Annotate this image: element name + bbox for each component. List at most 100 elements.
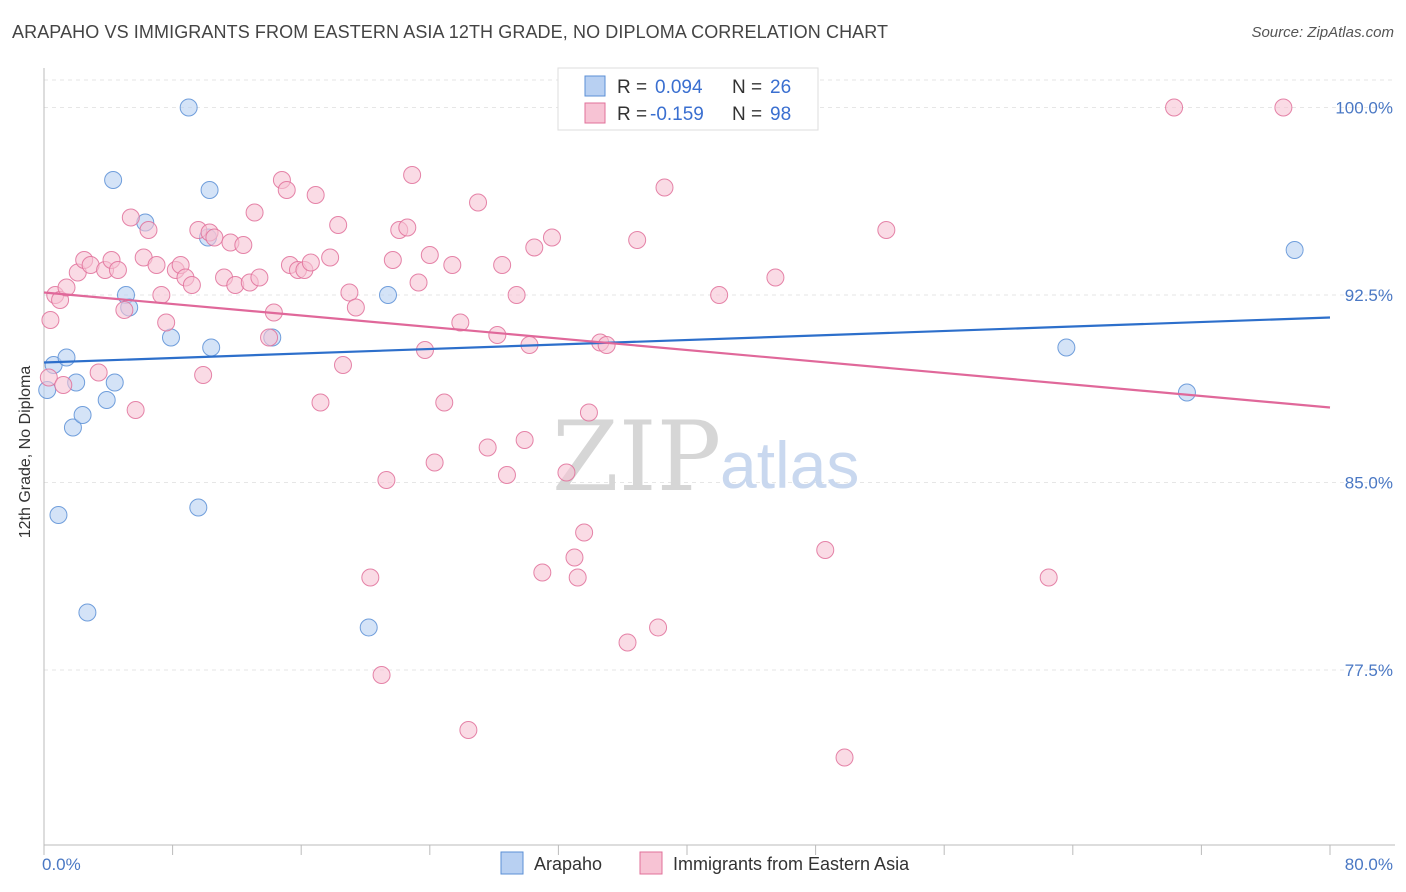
arapaho-point-10 xyxy=(104,171,123,189)
y-tick-labels: 77.5% 85.0% 92.5% 100.0% xyxy=(1335,99,1393,681)
immigrants-point-73 xyxy=(533,563,552,582)
legend-swatch-arapaho xyxy=(584,75,606,97)
immigrants-point-22 xyxy=(182,276,201,294)
immigrants-point-58 xyxy=(420,246,439,264)
trend-line-immigrants xyxy=(43,291,1331,409)
arapaho-point-23 xyxy=(1057,338,1076,357)
immigrants-point-42 xyxy=(306,186,325,204)
immigrants-point-50 xyxy=(372,666,391,684)
legend-r-label-2: R = xyxy=(617,104,647,125)
immigrants-point-97 xyxy=(54,376,73,394)
immigrants-point-77 xyxy=(568,568,587,587)
immigrants-point-89 xyxy=(766,268,785,287)
immigrants-point-70 xyxy=(515,431,534,449)
immigrants-point-41 xyxy=(301,253,320,272)
immigrants-point-34 xyxy=(260,328,279,347)
bottom-legend-swatch-immigrants xyxy=(639,851,663,875)
series-arapaho-points xyxy=(38,98,1304,637)
trend-lines xyxy=(43,291,1331,409)
immigrants-point-48 xyxy=(346,298,365,317)
immigrants-point-63 xyxy=(459,721,478,739)
legend-n-value-1: 26 xyxy=(770,77,791,98)
immigrants-point-95 xyxy=(1274,98,1293,117)
bottom-legend-swatch-arapaho xyxy=(500,851,524,875)
immigrants-point-3 xyxy=(57,278,76,297)
x-tick-labels: 0.0% 80.0% xyxy=(42,855,1393,874)
y-tick-label-3: 100.0% xyxy=(1335,99,1393,118)
arapaho-point-16 xyxy=(200,181,219,199)
immigrants-point-16 xyxy=(147,256,166,274)
arapaho-point-5 xyxy=(73,406,92,424)
arapaho-point-19 xyxy=(189,498,208,517)
arapaho-point-2 xyxy=(57,348,76,367)
arapaho-point-18 xyxy=(202,338,221,357)
immigrants-point-43 xyxy=(311,393,330,412)
arapaho-point-14 xyxy=(161,328,180,347)
arapaho-point-21 xyxy=(359,618,378,637)
immigrants-point-91 xyxy=(835,748,854,767)
immigrants-point-7 xyxy=(89,363,108,382)
immigrants-point-65 xyxy=(478,438,497,457)
arapaho-point-25 xyxy=(1285,241,1304,259)
immigrants-point-76 xyxy=(565,548,584,567)
legend-r-value-1: 0.094 xyxy=(655,77,703,98)
y-tick-label-1: 85.0% xyxy=(1345,474,1393,493)
immigrants-point-49 xyxy=(361,568,380,587)
immigrants-point-81 xyxy=(597,336,616,354)
immigrants-point-78 xyxy=(575,523,594,542)
axes xyxy=(43,68,1395,855)
arapaho-point-3 xyxy=(63,418,82,437)
immigrants-point-18 xyxy=(157,313,176,332)
y-axis-title: 12th Grade, No Diploma xyxy=(17,366,34,539)
immigrants-point-64 xyxy=(469,193,488,212)
immigrants-point-11 xyxy=(115,301,134,319)
immigrants-point-56 xyxy=(409,273,428,292)
immigrants-point-88 xyxy=(710,286,729,304)
immigrants-point-10 xyxy=(108,261,127,279)
immigrants-point-94 xyxy=(1165,98,1184,117)
immigrants-point-33 xyxy=(250,268,269,287)
immigrants-point-67 xyxy=(493,256,512,274)
grid-lines xyxy=(44,79,1395,671)
immigrants-point-75 xyxy=(557,463,576,482)
immigrants-point-17 xyxy=(152,286,171,304)
legend-n-label-1: N = xyxy=(732,77,762,98)
immigrants-point-62 xyxy=(451,313,470,332)
y-tick-label-0: 77.5% xyxy=(1345,661,1393,680)
arapaho-point-8 xyxy=(97,391,116,409)
immigrants-point-32 xyxy=(245,203,264,222)
x-tick-label-0: 0.0% xyxy=(42,855,81,874)
source-label: Source: ZipAtlas.com xyxy=(1251,24,1394,41)
immigrants-point-61 xyxy=(443,256,462,274)
immigrants-point-30 xyxy=(234,236,253,254)
immigrants-point-0 xyxy=(41,311,60,329)
arapaho-point-22 xyxy=(379,286,398,304)
immigrants-point-68 xyxy=(497,466,516,484)
arapaho-point-6 xyxy=(49,506,68,524)
immigrants-point-79 xyxy=(579,403,598,422)
bottom-legend-immigrants: Immigrants from Eastern Asia xyxy=(673,854,910,874)
watermark-zip: ZIP xyxy=(552,401,721,513)
immigrants-point-86 xyxy=(655,178,674,197)
immigrants-point-37 xyxy=(277,181,296,199)
immigrants-point-44 xyxy=(321,248,340,267)
immigrants-point-12 xyxy=(121,208,140,227)
immigrants-point-47 xyxy=(340,283,359,302)
arapaho-point-24 xyxy=(1177,383,1196,402)
arapaho-point-15 xyxy=(179,98,198,117)
watermark-atlas: atlas xyxy=(720,428,859,502)
legend-r-label-1: R = xyxy=(617,77,647,98)
immigrants-point-72 xyxy=(525,238,544,257)
immigrants-point-26 xyxy=(205,228,224,247)
legend-r-value-2: -0.159 xyxy=(650,104,704,125)
immigrants-point-14 xyxy=(139,221,158,239)
series-immigrants-points xyxy=(39,98,1293,767)
trend-line-arapaho xyxy=(43,316,1331,364)
immigrants-point-59 xyxy=(425,453,444,472)
immigrants-point-45 xyxy=(329,216,348,234)
watermark: ZIP atlas xyxy=(552,401,859,513)
immigrants-point-96 xyxy=(39,368,58,387)
immigrants-point-46 xyxy=(333,356,352,374)
x-tick-label-1: 80.0% xyxy=(1345,855,1393,874)
